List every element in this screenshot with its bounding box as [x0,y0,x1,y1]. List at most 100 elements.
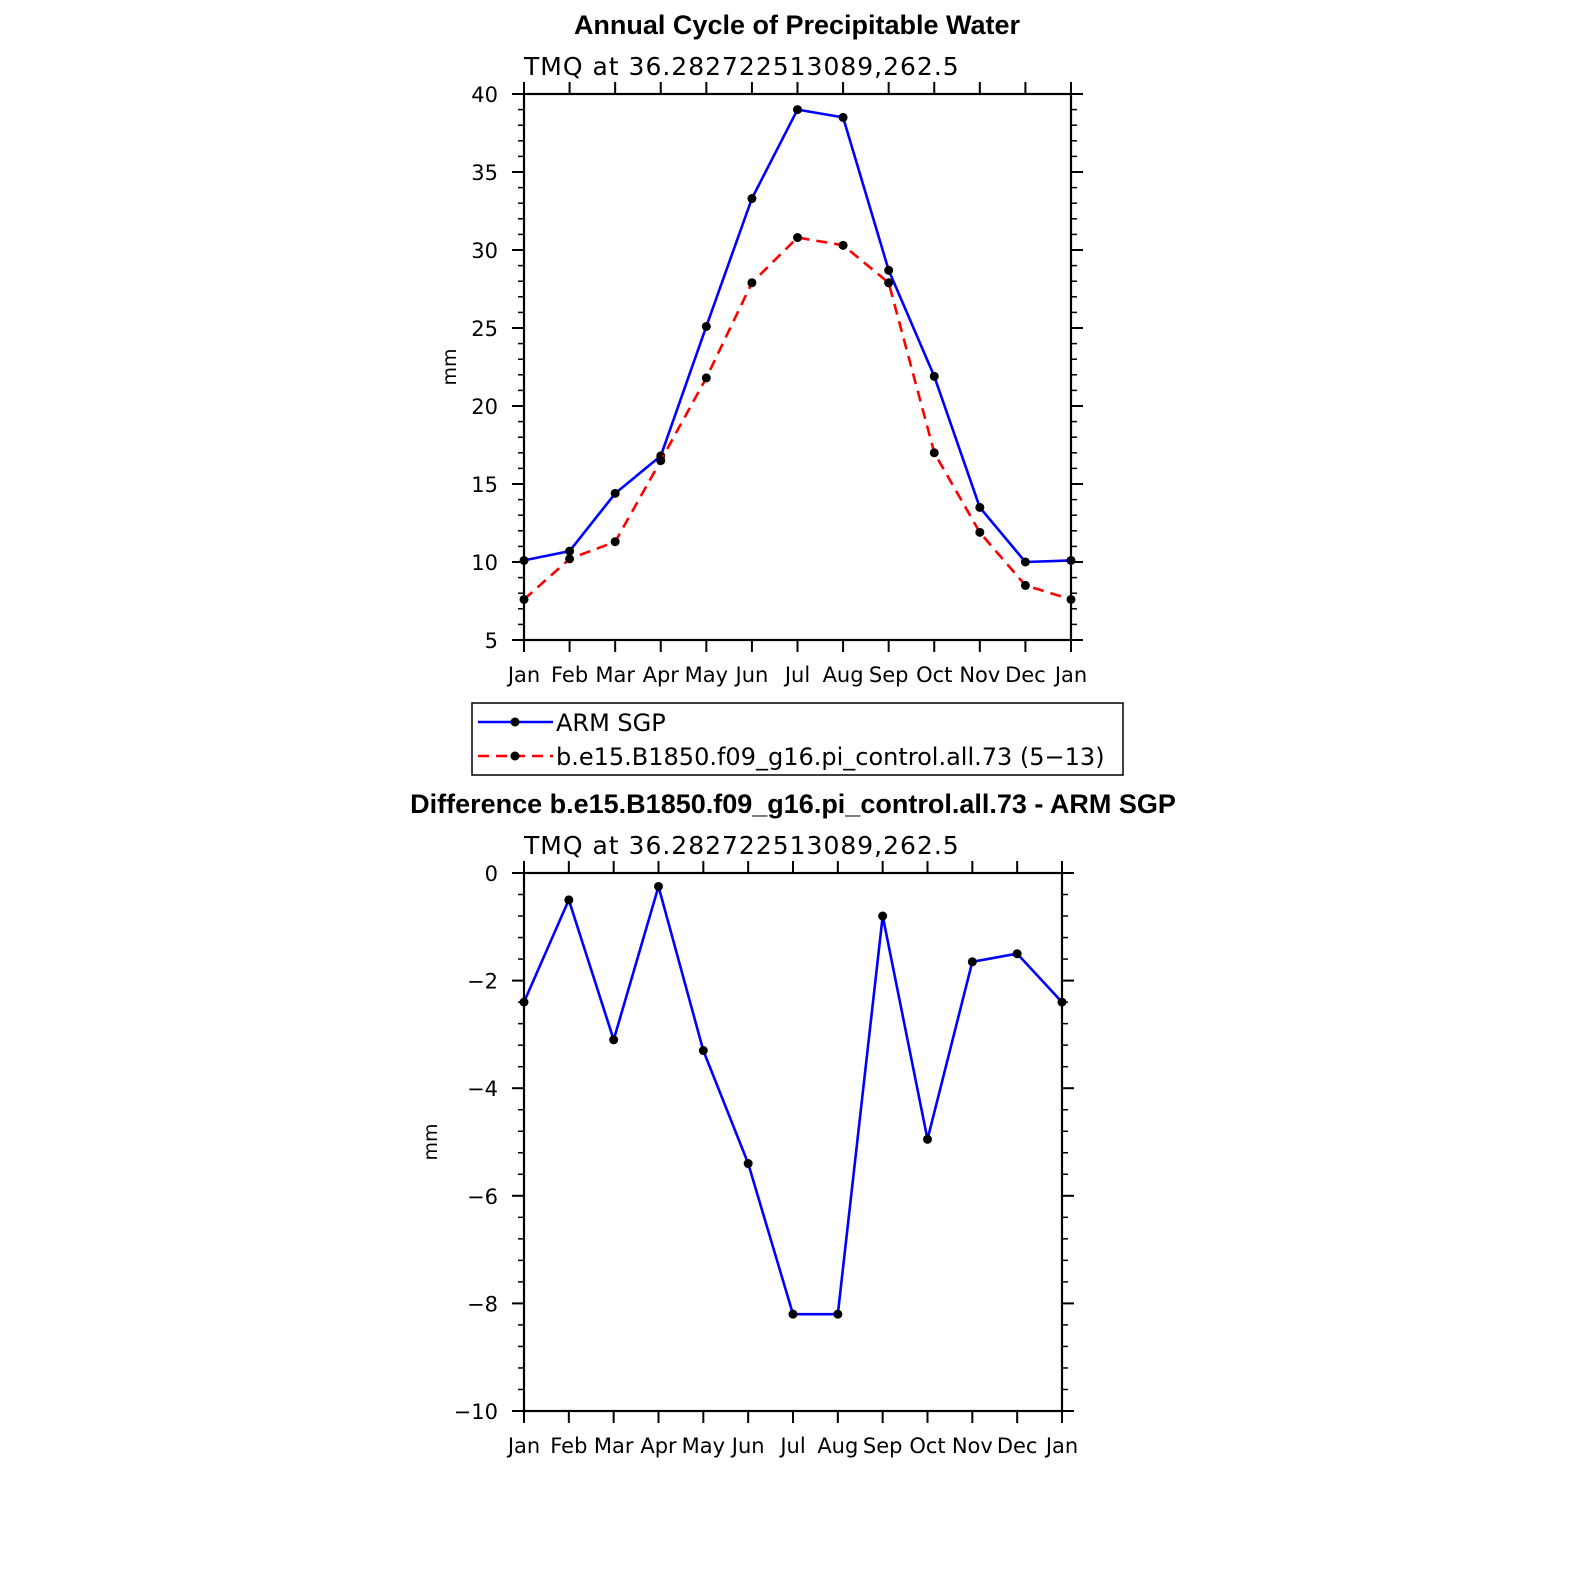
data-point [838,112,848,122]
x-tick-label: Nov [952,1434,993,1458]
x-tick-label: Apr [640,1434,677,1458]
x-tick-label: Jun [734,663,769,687]
x-tick-label: Oct [916,663,952,687]
legend-label-arm-sgp: ARM SGP [556,709,666,737]
x-tick-label: Feb [550,1434,587,1458]
x-tick-label: Oct [909,1434,945,1458]
y-tick-label: −2 [467,970,498,994]
y-tick-label: −4 [467,1077,498,1101]
data-point [975,527,985,537]
plot-frame [522,92,1073,642]
data-point [1066,555,1076,565]
chart-title: Annual Cycle of Precipitable Water [574,10,1021,40]
plot-series [519,105,1076,604]
y-tick-label: −6 [467,1185,498,1209]
series-line [523,236,1072,601]
series-line [523,108,1072,564]
data-point [884,265,894,275]
data-point [609,1035,619,1045]
x-tick-label: Dec [1005,663,1046,687]
plot-series [519,881,1067,1319]
data-point [878,911,888,921]
x-tick-label: Nov [959,663,1000,687]
data-point [1066,594,1076,604]
legend-marker-arm-sgp [510,717,520,727]
legend-marker-model [510,751,520,761]
x-tick-label: Sep [863,1434,903,1458]
x-tick-label: May [682,1434,725,1458]
y-tick-label: 25 [471,317,498,341]
data-point [793,105,802,115]
data-point [701,373,711,383]
y-tick-label: 20 [471,395,498,419]
data-point [519,997,529,1007]
x-tick-label: Feb [551,663,588,687]
chart-title: Difference b.e15.B1850.f09_g16.pi_contro… [410,789,1176,819]
data-point [1020,580,1030,590]
x-tick-label: Jan [506,1434,540,1458]
data-point [788,1309,798,1319]
data-point [743,1159,753,1169]
data-point [747,278,757,288]
x-tick-label: Dec [997,1434,1038,1458]
series-0 [519,105,1076,567]
data-point [793,233,802,243]
x-tick-label: Jul [778,1434,805,1458]
data-point [929,448,939,458]
y-tick-label: 35 [471,161,498,185]
data-point [610,537,620,547]
series-0 [519,881,1067,1319]
axes: Jan Feb Mar Apr May Jun Jul Aug Sep Oct Nov Dec Jan−… [454,861,1078,1458]
y-axis-label: mm [420,1123,442,1160]
y-tick-label: 30 [471,239,498,263]
legend-entry-arm-sgp: ARM SGP [478,709,666,737]
series-line [522,885,1063,1316]
y-tick-label: 0 [485,862,498,886]
data-point [654,881,663,891]
x-tick-label: Aug [823,663,864,687]
x-tick-label: Apr [643,663,680,687]
data-point [564,895,574,905]
annual-cycle-chart: Annual Cycle of Precipitable Water TMQ a… [439,10,1087,687]
axes: Jan Feb Mar Apr May Jun Jul Aug Sep Oct Nov Dec Jan 5… [471,82,1087,687]
y-tick-label: 15 [471,473,498,497]
y-axis-label: mm [439,348,461,385]
data-point [975,502,985,512]
data-point [1012,949,1022,959]
data-point [565,546,575,556]
data-point [923,1134,932,1144]
y-tick-label: 5 [485,629,498,653]
data-point [656,456,666,466]
x-tick-label: Aug [817,1434,858,1458]
legend: ARM SGP b.e15.B1850.f09_g16.pi_control.a… [471,702,1124,776]
x-tick-label: May [685,663,728,687]
data-point [929,371,939,381]
legend-frame [471,702,1124,776]
data-point [1057,997,1067,1007]
y-tick-label: −10 [454,1400,498,1424]
y-tick-label: 10 [471,551,498,575]
data-point [519,594,529,604]
data-point [701,321,711,331]
data-point [610,488,620,498]
x-tick-label: Jun [730,1434,765,1458]
x-tick-label: Jan [1053,663,1087,687]
y-tick-label: 40 [471,83,498,107]
legend-entry-model: b.e15.B1850.f09_g16.pi_control.all.73 (5… [478,743,1105,771]
data-point [1020,557,1030,567]
data-point [884,278,894,288]
x-tick-label: Mar [595,663,635,687]
series-1 [519,233,1076,604]
x-tick-label: Mar [594,1434,634,1458]
data-point [967,957,977,967]
legend-label-model: b.e15.B1850.f09_g16.pi_control.all.73 (5… [556,743,1105,771]
chart-subtitle: TMQ at 36.282722513089,262.5 [523,52,960,81]
data-point [747,194,757,204]
data-point [519,555,529,565]
data-point [838,240,848,250]
data-point [565,554,575,564]
x-tick-label: Jan [506,663,540,687]
x-tick-label: Sep [869,663,909,687]
difference-chart: Difference b.e15.B1850.f09_g16.pi_contro… [410,789,1176,1458]
